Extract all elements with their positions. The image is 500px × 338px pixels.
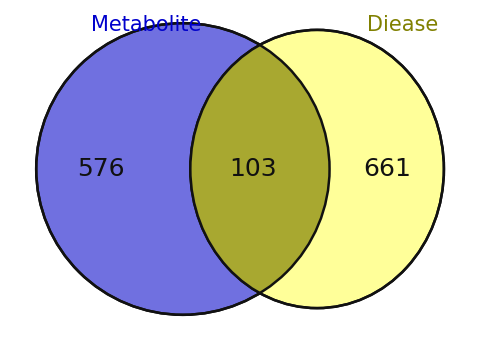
Ellipse shape [190,30,444,308]
Text: 576: 576 [77,157,124,181]
Text: 103: 103 [229,157,277,181]
Ellipse shape [36,23,330,315]
Ellipse shape [36,23,330,315]
Text: Diease: Diease [367,15,438,35]
Text: 661: 661 [363,157,410,181]
Text: Metabolite: Metabolite [91,15,202,35]
